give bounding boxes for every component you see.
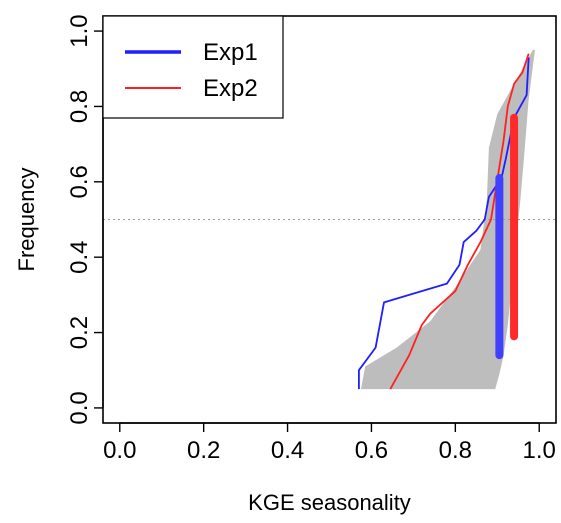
x-tick-label: 0.4 bbox=[271, 437, 304, 464]
y-tick-label: 1.0 bbox=[66, 14, 93, 47]
x-tick-label: 1.0 bbox=[523, 437, 556, 464]
y-axis-title: Frequency bbox=[14, 168, 39, 272]
series-line-exp2 bbox=[389, 53, 530, 390]
range-bar-layer bbox=[495, 113, 519, 360]
x-axis: 0.0 0.2 0.4 0.6 0.8 1.0 bbox=[103, 422, 556, 464]
y-tick-label: 0.2 bbox=[66, 316, 93, 349]
y-tick-label: 0.4 bbox=[66, 240, 93, 273]
y-tick-label: 0.0 bbox=[66, 391, 93, 424]
x-tick-label: 0.2 bbox=[187, 437, 220, 464]
y-tick-label: 0.8 bbox=[66, 90, 93, 123]
legend: Exp1 Exp2 bbox=[102, 15, 284, 119]
x-tick-label: 0.6 bbox=[355, 437, 388, 464]
x-axis-title: KGE seasonality bbox=[248, 490, 411, 515]
x-tick-label: 0.8 bbox=[439, 437, 472, 464]
y-tick-label: 0.6 bbox=[66, 165, 93, 198]
legend-box bbox=[102, 15, 284, 119]
legend-label-exp2: Exp2 bbox=[203, 75, 258, 102]
x-tick-label: 0.0 bbox=[103, 437, 136, 464]
confidence-band-layer bbox=[361, 49, 535, 390]
y-axis: 0.0 0.2 0.4 0.6 0.8 1.0 bbox=[66, 14, 104, 425]
confidence-band bbox=[361, 49, 535, 390]
legend-label-exp1: Exp1 bbox=[203, 39, 258, 66]
